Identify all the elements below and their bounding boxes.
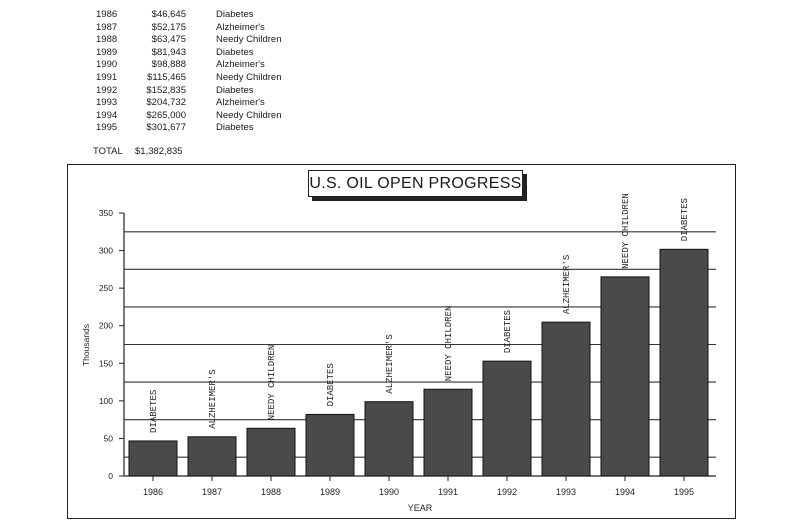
bar-data-label: DIABETES	[680, 198, 690, 241]
amount-cell: $301,677	[146, 122, 186, 134]
amount-cell: $152,835	[146, 84, 186, 96]
cause-cell: Diabetes	[216, 9, 254, 20]
x-tick-label: 1994	[615, 487, 635, 497]
table-row: 1991 $115,465 Needy Children	[96, 72, 281, 85]
year-cell: 1988	[96, 34, 118, 46]
table-row: 1986 $46,645 Diabetes	[96, 9, 281, 22]
bar-data-label: NEEDY CHILDREN	[621, 193, 631, 269]
bar-data-label: ALZHEIMER'S	[562, 255, 572, 314]
bar-data-label: NEEDY CHILDREN	[267, 345, 277, 421]
year-cell: 1994	[96, 109, 118, 121]
bar	[423, 388, 473, 477]
table-row: 1989 $81,943 Diabetes	[96, 47, 281, 60]
x-tick-label: 1990	[379, 487, 399, 497]
total-row: TOTAL $1,382,835	[93, 146, 183, 157]
table-row: 1995 $301,677 Diabetes	[96, 122, 281, 135]
y-tick-label: 50	[104, 433, 114, 443]
bar-data-label: NEEDY CHILDREN	[444, 306, 454, 382]
amount-cell: $98,888	[151, 59, 186, 71]
amount-cell: $115,465	[147, 71, 186, 83]
year-cell: 1989	[96, 46, 118, 58]
total-label: TOTAL	[93, 146, 123, 157]
bar	[600, 276, 650, 477]
table-row: 1990 $98,888 Alzheimer's	[96, 59, 281, 72]
x-tick-label: 1986	[143, 487, 163, 497]
cause-cell: Alzheimer's	[216, 97, 265, 109]
y-tick-label: 100	[99, 396, 113, 406]
amount-cell: $81,943	[151, 46, 186, 58]
amount-cell: $204,732	[146, 97, 186, 109]
y-tick-label: 150	[99, 358, 113, 368]
bar	[246, 427, 296, 477]
x-axis-label: YEAR	[408, 503, 433, 513]
x-tick-label: 1991	[438, 487, 458, 497]
x-tick-label: 1995	[674, 487, 694, 497]
x-tick-label: 1992	[497, 487, 517, 497]
amount-cell: $265,000	[146, 109, 186, 121]
cause-cell: Needy Children	[216, 71, 282, 83]
y-tick-label: 250	[99, 283, 113, 293]
year-cell: 1991	[96, 71, 118, 83]
year-cell: 1995	[96, 122, 118, 134]
y-tick-label: 300	[99, 246, 113, 256]
year-cell: 1993	[96, 97, 118, 109]
cause-cell: Alzheimer's	[216, 59, 265, 71]
y-tick-label: 0	[108, 471, 113, 481]
bar-data-label: DIABETES	[326, 363, 336, 406]
table-row: 1992 $152,835 Diabetes	[96, 85, 281, 98]
cause-cell: Diabetes	[216, 46, 254, 58]
bar	[128, 440, 178, 477]
donation-table: 1986 $46,645 Diabetes 1987 $52,175 Alzheimer'…	[96, 9, 281, 135]
bar	[659, 248, 709, 477]
bar-data-label: ALZHEIMER'S	[208, 369, 218, 428]
year-cell: 1990	[96, 59, 118, 71]
bar	[541, 321, 591, 477]
bar-data-label: DIABETES	[503, 310, 513, 353]
cause-cell: Needy Children	[216, 109, 282, 121]
y-tick-label: 350	[99, 208, 113, 218]
cause-cell: Diabetes	[216, 122, 254, 134]
bar	[187, 436, 237, 477]
cause-cell: Diabetes	[216, 84, 254, 96]
chart-title: U.S. OIL OPEN PROGRESS	[308, 170, 523, 197]
bar-data-label: DIABETES	[149, 390, 159, 433]
cause-cell: Needy Children	[216, 34, 282, 46]
bar	[364, 401, 414, 477]
cause-cell: Alzheimer's	[216, 21, 265, 33]
x-tick-label: 1993	[556, 487, 576, 497]
y-tick-label: 200	[99, 321, 113, 331]
table-row: 1987 $52,175 Alzheimer's	[96, 22, 281, 35]
table-row: 1993 $204,732 Alzheimer's	[96, 97, 281, 110]
chart-frame	[67, 164, 736, 519]
x-tick-label: 1987	[202, 487, 222, 497]
bar-data-label: ALZHEIMER'S	[385, 334, 395, 393]
x-tick-label: 1989	[320, 487, 340, 497]
bar	[305, 413, 355, 477]
y-axis-label: Thousands	[81, 324, 91, 366]
table-row: 1988 $63,475 Needy Children	[96, 34, 281, 47]
year-cell: 1986	[96, 9, 118, 20]
bar	[482, 360, 532, 477]
x-tick-label: 1988	[261, 487, 281, 497]
total-value: $1,382,835	[135, 146, 183, 157]
amount-cell: $52,175	[151, 21, 186, 33]
amount-cell: $63,475	[151, 34, 186, 46]
amount-cell: $46,645	[151, 9, 186, 20]
table-row: 1994 $265,000 Needy Children	[96, 110, 281, 123]
year-cell: 1992	[96, 84, 118, 96]
year-cell: 1987	[96, 21, 118, 33]
